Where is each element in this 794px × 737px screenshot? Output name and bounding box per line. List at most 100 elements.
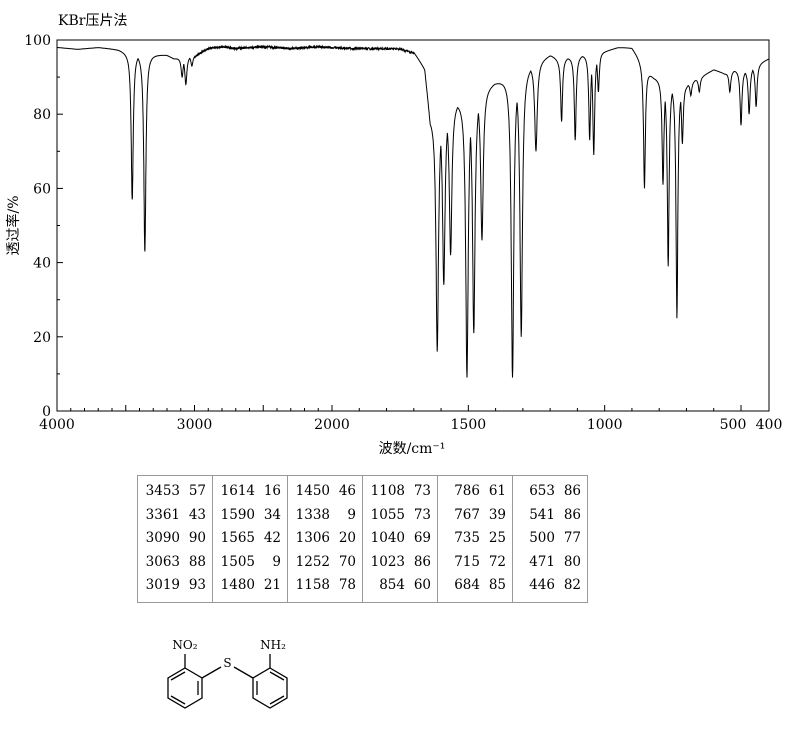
plot-frame xyxy=(56,39,770,412)
transmittance-value: 16 xyxy=(263,483,281,499)
wavenumber-value: 854 xyxy=(379,577,405,593)
wavenumber-value: 500 xyxy=(529,530,555,546)
peak-table-entry: 1614 16 xyxy=(219,480,281,504)
wavenumber-value: 3453 xyxy=(145,483,180,499)
transmittance-value: 46 xyxy=(338,483,356,499)
wavenumber-value: 1590 xyxy=(220,506,255,523)
transmittance-value: 78 xyxy=(338,577,356,593)
wavenumber-value: 1158 xyxy=(295,577,330,593)
peak-table-entry: 1158 78 xyxy=(294,574,356,598)
peak-table-entry: 1023 86 xyxy=(369,551,431,575)
spectrum-line xyxy=(57,44,770,378)
peak-table-entry: 541 86 xyxy=(519,504,581,528)
peak-table-entry: 471 80 xyxy=(519,551,581,575)
wavenumber-value: 1108 xyxy=(370,483,405,499)
wavenumber-value: 684 xyxy=(454,577,480,593)
y-tick-label: 100 xyxy=(24,33,51,49)
x-tick-label: 4000 xyxy=(39,417,75,433)
wavenumber-value: 446 xyxy=(529,577,555,593)
peak-table-entry: 1480 21 xyxy=(219,574,281,598)
x-tick-label: 2000 xyxy=(314,417,350,433)
peak-table-column: 1614 16 1590 34 1565 42 1505 9 1480 21 xyxy=(212,475,288,602)
wavenumber-value: 767 xyxy=(454,506,480,523)
transmittance-value: 77 xyxy=(563,530,581,546)
peak-table-entry: 1055 73 xyxy=(369,504,431,528)
x-tick-label: 3000 xyxy=(177,417,213,433)
peak-table-column: 786 61 767 39 735 25 715 72 684 85 xyxy=(437,475,513,602)
x-axis-ticks: 4000 3000 2000 1500 1000 500 400 xyxy=(39,405,782,433)
peak-table-column: 653 86 541 86 500 77 471 80 446 82 xyxy=(512,475,588,602)
wavenumber-value: 1055 xyxy=(370,506,405,523)
transmittance-value: 20 xyxy=(338,530,356,546)
peak-table-entry: 715 72 xyxy=(444,551,506,575)
transmittance-value: 82 xyxy=(563,577,581,593)
peak-table-entry: 767 39 xyxy=(444,504,506,528)
transmittance-value: 9 xyxy=(272,553,281,570)
transmittance-value: 86 xyxy=(413,553,431,570)
peak-table: 3453 57 3361 43 3090 90 3063 88 3019 93 1614 16 1590… xyxy=(137,475,588,603)
wavenumber-value: 786 xyxy=(454,483,480,499)
transmittance-value: 80 xyxy=(563,553,581,570)
x-tick-label: 400 xyxy=(756,417,783,433)
peak-table-entry: 3453 57 xyxy=(144,480,206,504)
y-tick-label: 20 xyxy=(33,330,51,346)
peak-table-entry: 1450 46 xyxy=(294,480,356,504)
transmittance-value: 39 xyxy=(488,506,506,523)
peak-table-entry: 854 60 xyxy=(369,574,431,598)
wavenumber-value: 541 xyxy=(529,506,555,523)
transmittance-value: 61 xyxy=(488,483,506,499)
transmittance-value: 25 xyxy=(488,530,506,546)
transmittance-value: 72 xyxy=(488,553,506,570)
peak-table-entry: 1338 9 xyxy=(294,504,356,528)
transmittance-value: 70 xyxy=(338,553,356,570)
wavenumber-value: 1040 xyxy=(370,530,405,546)
wavenumber-value: 3090 xyxy=(145,530,180,546)
transmittance-value: 93 xyxy=(188,577,206,593)
peak-table-entry: 1565 42 xyxy=(219,527,281,551)
sulfur-atom-label: S xyxy=(223,656,231,670)
wavenumber-value: 3019 xyxy=(145,577,180,593)
peak-table-entry: 735 25 xyxy=(444,527,506,551)
transmittance-value: 9 xyxy=(347,506,356,523)
transmittance-value: 90 xyxy=(188,530,206,546)
molecule-structure: NO₂ NH₂ S xyxy=(167,638,288,709)
peak-table-entry: 3063 88 xyxy=(144,551,206,575)
transmittance-value: 86 xyxy=(563,483,581,499)
transmittance-value: 43 xyxy=(188,506,206,523)
peak-table-entry: 3090 90 xyxy=(144,527,206,551)
wavenumber-value: 1480 xyxy=(220,577,255,593)
peak-table-entry: 1306 20 xyxy=(294,527,356,551)
transmittance-value: 60 xyxy=(413,577,431,593)
wavenumber-value: 715 xyxy=(454,553,480,570)
right-benzene-ring xyxy=(252,667,288,709)
wavenumber-value: 1565 xyxy=(220,530,255,546)
transmittance-value: 34 xyxy=(263,506,281,523)
peak-table-entry: 684 85 xyxy=(444,574,506,598)
x-axis-label: 波数/cm⁻¹ xyxy=(379,441,446,457)
y-tick-label: 40 xyxy=(33,256,51,272)
wavenumber-value: 1614 xyxy=(220,483,255,499)
wavenumber-value: 3063 xyxy=(145,553,180,570)
peak-table-entry: 446 82 xyxy=(519,574,581,598)
y-axis-label: 透过率/% xyxy=(5,195,22,255)
y-tick-label: 0 xyxy=(42,404,51,420)
wavenumber-value: 735 xyxy=(454,530,480,546)
peak-table-entry: 1108 73 xyxy=(369,480,431,504)
transmittance-value: 73 xyxy=(413,483,431,499)
chart-axes xyxy=(56,39,770,412)
transmittance-value: 69 xyxy=(413,530,431,546)
peak-table-entry: 1590 34 xyxy=(219,504,281,528)
peak-table-entry: 500 77 xyxy=(519,527,581,551)
wavenumber-value: 1252 xyxy=(295,553,330,570)
peak-table-entry: 653 86 xyxy=(519,480,581,504)
transmittance-value: 88 xyxy=(188,553,206,570)
wavenumber-value: 653 xyxy=(529,483,555,499)
peak-table-entry: 1252 70 xyxy=(294,551,356,575)
transmittance-value: 85 xyxy=(488,577,506,593)
method-label: KBr压片法 xyxy=(58,13,128,29)
wavenumber-value: 1023 xyxy=(370,553,405,570)
peak-table-entry: 1505 9 xyxy=(219,551,281,575)
y-axis-ticks: 0 20 40 60 80 100 xyxy=(24,33,63,420)
peak-table-column: 3453 57 3361 43 3090 90 3063 88 3019 93 xyxy=(138,476,213,603)
